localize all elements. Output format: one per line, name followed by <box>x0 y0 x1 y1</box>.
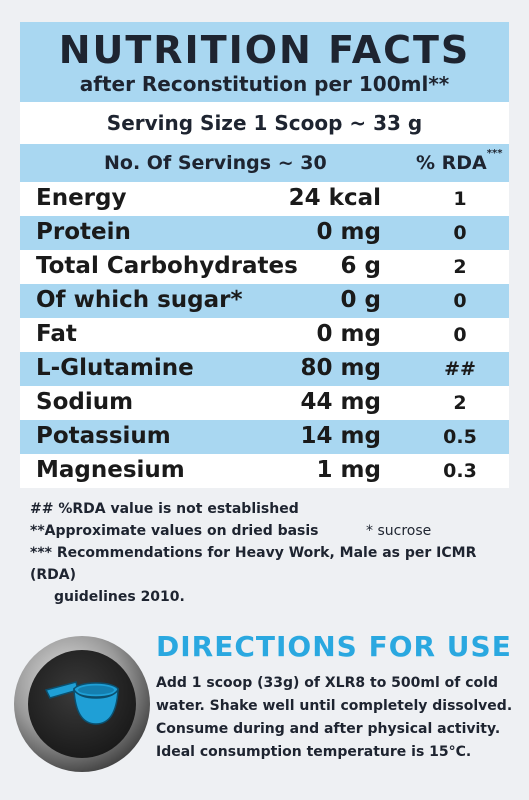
nutrient-name: Of which sugar* <box>36 287 243 313</box>
nutrient-rda: 0 <box>453 222 467 244</box>
nutrition-title: NUTRITION FACTS <box>58 28 471 72</box>
nutrient-name: Total Carbohydrates <box>36 253 298 279</box>
scoop-icon <box>44 681 119 725</box>
directions-text: Add 1 scoop (33g) of XLR8 to 500ml of co… <box>156 672 516 764</box>
nutrient-rda: 0 <box>453 290 467 312</box>
servings-row: No. Of Servings ~ 30 % RDA*** <box>20 144 509 182</box>
nutrient-amount: 0 mg <box>316 219 381 245</box>
nutrient-name: Magnesium <box>36 457 185 483</box>
directions-title: DIRECTIONS FOR USE <box>156 630 512 663</box>
footnote-approx: **Approximate values on dried basis * su… <box>30 520 500 542</box>
serving-size: Serving Size 1 Scoop ~ 33 g <box>20 102 509 144</box>
directions-line: Add 1 scoop (33g) of XLR8 to 500ml of co… <box>156 675 498 691</box>
nutrient-amount: 0 g <box>340 287 381 313</box>
footnote-rda: ## %RDA value is not established <box>30 501 299 517</box>
directions-line: water. Shake well until completely disso… <box>156 698 513 714</box>
nutrient-rda: 0.3 <box>443 460 477 482</box>
footnote-icmr-line1: *** Recommendations for Heavy Work, Male… <box>30 545 477 583</box>
rda-label: % RDA <box>416 152 487 174</box>
directions-line: Ideal consumption temperature is 15°C. <box>156 744 472 760</box>
nutrient-row: Energy 24 kcal 1 <box>20 182 509 216</box>
rda-marker: *** <box>486 147 503 159</box>
footnote-icmr-line2: guidelines 2010. <box>54 589 185 605</box>
footnote-approx-text: **Approximate values on dried basis <box>30 523 319 539</box>
nutrient-amount: 24 kcal <box>288 185 381 211</box>
nutrient-row: Sodium 44 mg 2 <box>20 386 509 420</box>
nutrient-name: Protein <box>36 219 131 245</box>
nutrient-name: Potassium <box>36 423 171 449</box>
nutrient-amount: 44 mg <box>300 389 381 415</box>
footnotes: ## %RDA value is not established **Appro… <box>30 498 500 608</box>
nutrient-row: Of which sugar* 0 g 0 <box>20 284 509 318</box>
nutrition-panel: NUTRITION FACTS after Reconstitution per… <box>20 22 509 488</box>
nutrient-rda: 0.5 <box>443 426 477 448</box>
nutrient-rda: 2 <box>453 256 467 278</box>
nutrient-name: Sodium <box>36 389 134 415</box>
nutrition-header: NUTRITION FACTS after Reconstitution per… <box>20 22 509 102</box>
nutrition-subtitle: after Reconstitution per 100ml** <box>79 72 450 96</box>
nutrient-row: L-Glutamine 80 mg ## <box>20 352 509 386</box>
nutrient-row: Total Carbohydrates 6 g 2 <box>20 250 509 284</box>
nutrient-rda: ## <box>444 358 476 380</box>
nutrient-row: Potassium 14 mg 0.5 <box>20 420 509 454</box>
nutrient-rda: 2 <box>453 392 467 414</box>
nutrient-rda: 1 <box>453 188 467 210</box>
rda-header: % RDA*** <box>416 148 502 174</box>
nutrient-amount: 1 mg <box>316 457 381 483</box>
nutrient-amount: 6 g <box>340 253 381 279</box>
footnote-sucrose: * sucrose <box>366 523 432 539</box>
nutrient-row: Protein 0 mg 0 <box>20 216 509 250</box>
nutrient-row: Fat 0 mg 0 <box>20 318 509 352</box>
nutrient-amount: 0 mg <box>316 321 381 347</box>
directions-line: Consume during and after physical activi… <box>156 721 501 737</box>
nutrient-name: Energy <box>36 185 127 211</box>
nutrient-amount: 80 mg <box>300 355 381 381</box>
nutrient-name: Fat <box>36 321 77 347</box>
nutrient-amount: 14 mg <box>300 423 381 449</box>
nutrient-rda: 0 <box>453 324 467 346</box>
nutrient-name: L-Glutamine <box>36 355 194 381</box>
nutrient-row: Magnesium 1 mg 0.3 <box>20 454 509 488</box>
servings-label: No. Of Servings ~ 30 <box>104 152 327 174</box>
